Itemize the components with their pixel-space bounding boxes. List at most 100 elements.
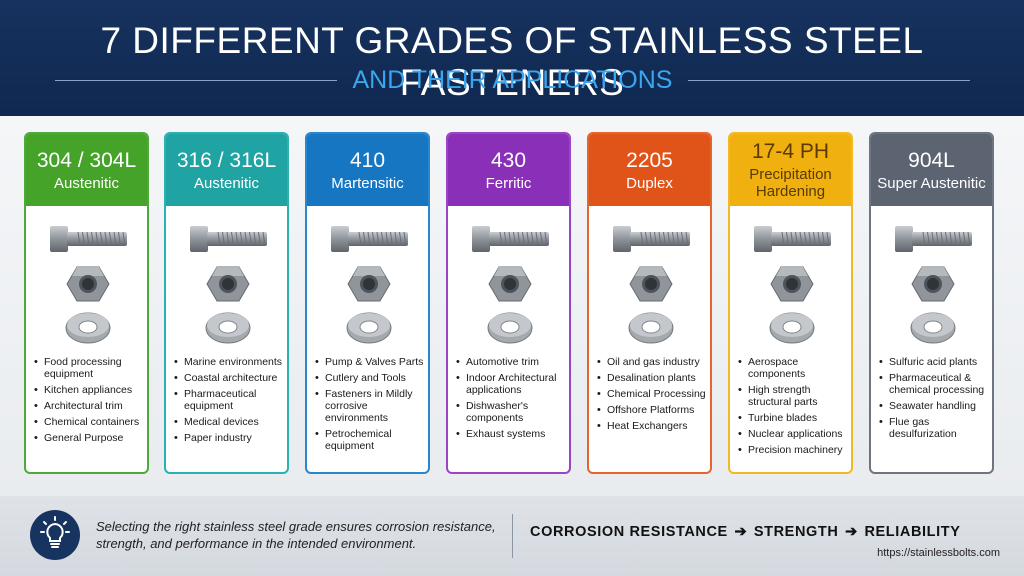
washer-icon bbox=[487, 312, 533, 344]
washer-icon bbox=[65, 312, 111, 344]
list-item: Offshore Platforms bbox=[597, 404, 706, 416]
list-item: Flue gas desulfurization bbox=[879, 416, 988, 440]
nut-icon bbox=[770, 266, 814, 302]
nut-icon bbox=[66, 266, 110, 302]
arrow-right-icon: ➔ bbox=[734, 524, 748, 540]
list-item: Marine environments bbox=[174, 356, 283, 368]
arrow-right-icon: ➔ bbox=[845, 524, 858, 540]
nut-icon bbox=[629, 266, 673, 302]
list-item: Chemical containers bbox=[34, 416, 143, 428]
hardware-illustration bbox=[448, 206, 569, 356]
grade-type: Precipitation Hardening bbox=[749, 166, 832, 200]
list-item: Aerospace components bbox=[738, 356, 847, 380]
list-item: Chemical Processing bbox=[597, 388, 706, 400]
hardware-illustration bbox=[589, 206, 710, 356]
applications-list: Pump & Valves Parts Cutlery and Tools Fast… bbox=[307, 356, 428, 452]
bolt-icon bbox=[331, 226, 408, 252]
grade-card: 2205 Duplex Oil and gas industry Desalinati… bbox=[587, 132, 712, 474]
grade-name: 316 / 316L bbox=[176, 148, 277, 172]
bolt-icon bbox=[50, 226, 127, 252]
grade-type: Duplex bbox=[626, 174, 673, 192]
list-item: Seawater handling bbox=[879, 400, 988, 412]
list-item: Heat Exchangers bbox=[597, 420, 706, 432]
grade-card-header: 430 Ferritic bbox=[448, 134, 569, 206]
page-title: 7 DIFFERENT GRADES OF STAINLESS STEEL FA… bbox=[100, 20, 924, 103]
nut-icon bbox=[347, 266, 391, 302]
list-item: Indoor Architectural applications bbox=[456, 372, 565, 396]
nut-icon bbox=[488, 266, 532, 302]
grade-type: Ferritic bbox=[485, 174, 532, 192]
list-item: Dishwasher's components bbox=[456, 400, 565, 424]
list-item: Pharmaceutical equipment bbox=[174, 388, 283, 412]
list-item: Nuclear applications bbox=[738, 428, 847, 440]
list-item: Food processing equipment bbox=[34, 356, 143, 380]
list-item: Oil and gas industry bbox=[597, 356, 706, 368]
grade-name: 2205 bbox=[626, 148, 673, 172]
grade-card-header: 904L Super Austenitic bbox=[871, 134, 992, 206]
applications-list: Food processing equipment Kitchen applian… bbox=[26, 356, 147, 444]
grade-card-header: 2205 Duplex bbox=[589, 134, 710, 206]
list-item: Architectural trim bbox=[34, 400, 143, 412]
grade-name: 904L bbox=[908, 148, 955, 172]
grade-name: 304 / 304L bbox=[36, 148, 137, 172]
list-item: Exhaust systems bbox=[456, 428, 565, 440]
tagline-strength: STRENGTH bbox=[753, 524, 839, 540]
applications-list: Automotive trim Indoor Architectural appl… bbox=[448, 356, 569, 440]
hardware-illustration bbox=[26, 206, 147, 356]
hardware-illustration bbox=[166, 206, 287, 356]
list-item: Fasteners in Mildly corrosive environmen… bbox=[315, 388, 424, 424]
applications-list: Sulfuric acid plants Pharmaceutical & che… bbox=[871, 356, 992, 440]
washer-icon bbox=[205, 312, 251, 344]
applications-list: Marine environments Coastal architecture P… bbox=[166, 356, 287, 444]
grade-name: 430 bbox=[490, 148, 527, 172]
bolt-icon bbox=[754, 226, 831, 252]
grade-name: 17-4 PH bbox=[751, 140, 830, 163]
washer-icon bbox=[346, 312, 392, 344]
hardware-illustration bbox=[307, 206, 428, 356]
grade-card: 904L Super Austenitic Sulfuric acid plants… bbox=[869, 132, 994, 474]
grade-card: 430 Ferritic Automotive trim Indoor Archite… bbox=[446, 132, 571, 474]
list-item: Pharmaceutical & chemical processing bbox=[879, 372, 988, 396]
list-item: Paper industry bbox=[174, 432, 283, 444]
subtitle-line-left bbox=[55, 80, 337, 81]
list-item: Automotive trim bbox=[456, 356, 565, 368]
tagline-reliability: RELIABILITY bbox=[864, 524, 961, 540]
footer-message: Selecting the right stainless steel grad… bbox=[96, 519, 496, 551]
subtitle-line-right bbox=[688, 80, 970, 81]
page-subtitle: AND THEIR APPLICATIONS bbox=[352, 66, 673, 94]
grade-card-header: 410 Martensitic bbox=[307, 134, 428, 206]
bolt-icon bbox=[613, 226, 690, 252]
list-item: Pump & Valves Parts bbox=[315, 356, 424, 368]
grade-card: 304 / 304L Austenitic Food processing equi… bbox=[24, 132, 149, 474]
footer-tagline: CORROSION RESISTANCE ➔ STRENGTH ➔ RELIAB… bbox=[530, 524, 960, 540]
list-item: Cutlery and Tools bbox=[315, 372, 424, 384]
list-item: High strength structural parts bbox=[738, 384, 847, 408]
grade-card-header: 17-4 PH Precipitation Hardening bbox=[730, 134, 851, 206]
list-item: Desalination plants bbox=[597, 372, 706, 384]
grade-card: 410 Martensitic Pump & Valves Parts Cutlery… bbox=[305, 132, 430, 474]
tagline-corrosion: CORROSION RESISTANCE bbox=[530, 524, 728, 540]
nut-icon bbox=[911, 266, 955, 302]
grade-card-header: 304 / 304L Austenitic bbox=[26, 134, 147, 206]
bolt-icon bbox=[472, 226, 549, 252]
list-item: Sulfuric acid plants bbox=[879, 356, 988, 368]
grade-card: 316 / 316L Austenitic Marine environments C… bbox=[164, 132, 289, 474]
header-banner: 7 DIFFERENT GRADES OF STAINLESS STEEL FA… bbox=[0, 0, 1024, 116]
nut-icon bbox=[206, 266, 250, 302]
list-item: General Purpose bbox=[34, 432, 143, 444]
grade-type: Super Austenitic bbox=[877, 174, 986, 192]
bolt-icon bbox=[190, 226, 267, 252]
list-item: Medical devices bbox=[174, 416, 283, 428]
website-url[interactable]: https://stainlessbolts.com bbox=[877, 547, 1000, 559]
lightbulb-icon bbox=[30, 510, 80, 560]
list-item: Coastal architecture bbox=[174, 372, 283, 384]
footer-bar: Selecting the right stainless steel grad… bbox=[0, 496, 1024, 576]
washer-icon bbox=[628, 312, 674, 344]
hardware-illustration bbox=[730, 206, 851, 356]
grade-card: 17-4 PH Precipitation Hardening Aerospace … bbox=[728, 132, 853, 474]
applications-list: Aerospace components High strength struct… bbox=[730, 356, 851, 456]
list-item: Petrochemical equipment bbox=[315, 428, 424, 452]
washer-icon bbox=[769, 312, 815, 344]
list-item: Precision machinery bbox=[738, 444, 847, 456]
grade-type: Austenitic bbox=[53, 174, 120, 192]
